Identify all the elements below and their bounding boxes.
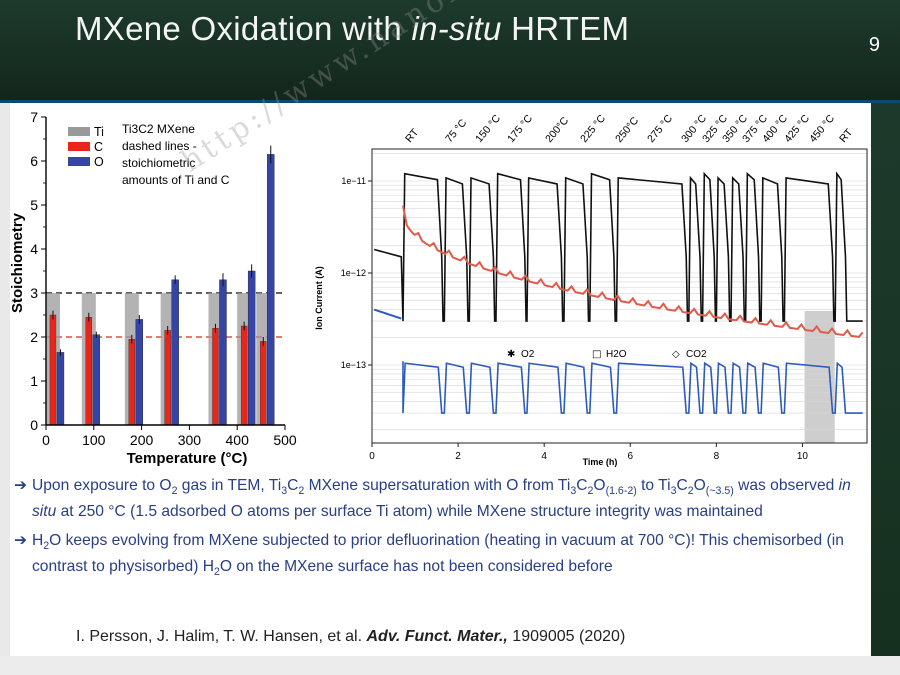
bar-o xyxy=(171,279,179,426)
legend-label: O xyxy=(94,155,104,169)
y-tick-label: 4 xyxy=(30,241,38,257)
legend-symbol: ✱ xyxy=(507,349,515,360)
chart-annotation: amounts of Ti and C xyxy=(122,173,230,187)
citation: I. Persson, J. Halim, T. W. Hansen, et a… xyxy=(76,628,626,645)
x-tick-label: 8 xyxy=(714,451,720,462)
chart-annotation: dashed lines - xyxy=(122,139,197,153)
bar-c xyxy=(85,316,93,426)
y-tick-label: 1e−12 xyxy=(341,268,366,278)
x-tick-label: 10 xyxy=(797,451,809,462)
y-tick-label: 1e−11 xyxy=(341,176,366,186)
legend-label: H2O xyxy=(606,349,627,360)
bullet-oxidation: ➔ Upon exposure to O2 gas in TEM, Ti3C2 … xyxy=(14,477,851,520)
plot-frame xyxy=(371,148,868,444)
y-axis-label: Stoichiometry xyxy=(10,212,26,313)
bar-o xyxy=(92,334,101,426)
legend-swatch xyxy=(68,157,90,166)
x-tick-label: 500 xyxy=(273,432,297,448)
bullet-water: ➔ H2O keeps evolving from MXene subjecte… xyxy=(14,532,844,578)
x-tick-label: 200 xyxy=(130,432,154,448)
y-tick-label: 5 xyxy=(30,197,38,213)
legend-symbol: □ xyxy=(592,349,601,360)
legend-label: CO2 xyxy=(686,349,707,360)
y-axis-label: Ion Current (A) xyxy=(314,266,324,330)
x-tick-label: 2 xyxy=(455,451,461,462)
bar-c xyxy=(49,314,57,426)
legend-swatch xyxy=(68,127,90,136)
bar-c xyxy=(128,338,136,426)
bar-c xyxy=(212,327,219,426)
y-tick-label: 0 xyxy=(30,417,38,433)
bar-o xyxy=(56,352,65,426)
arrow-bullet-icon: ➔ xyxy=(14,477,28,494)
y-tick-label: 1e−13 xyxy=(341,360,366,370)
x-tick-label: 400 xyxy=(226,432,250,448)
chart-annotation: Ti3C2 MXene xyxy=(122,122,195,136)
bar-c xyxy=(164,330,171,426)
slide-title: MXene Oxidation with in-situ HRTEM xyxy=(75,10,630,47)
series-co2-start xyxy=(373,308,402,320)
legend-symbol: ◇ xyxy=(672,349,680,360)
legend-label: O2 xyxy=(521,349,535,360)
bar-c xyxy=(240,325,248,426)
x-tick-label: 100 xyxy=(82,432,106,448)
x-tick-label: 300 xyxy=(178,432,202,448)
y-tick-label: 1 xyxy=(30,373,38,389)
x-axis-label: Temperature (°C) xyxy=(127,450,248,467)
bar-o xyxy=(219,279,227,426)
x-tick-label: 0 xyxy=(42,432,50,448)
y-tick-label: 6 xyxy=(30,153,38,169)
series-h2o-line xyxy=(402,205,864,338)
series-co2-line xyxy=(402,361,863,414)
bar-o xyxy=(267,154,275,426)
legend-swatch xyxy=(68,142,90,151)
bar-o xyxy=(247,270,256,426)
chart-annotation: stoichiometric xyxy=(122,156,195,170)
arrow-bullet-icon: ➔ xyxy=(14,532,28,550)
bar-o xyxy=(135,319,144,426)
x-tick-label: 4 xyxy=(541,451,547,462)
legend-label: C xyxy=(94,140,103,154)
slide-number: 9 xyxy=(868,34,880,56)
series-o2-line xyxy=(373,171,863,322)
bar-c xyxy=(260,341,267,426)
title-bar: MXene Oxidation with in-situ HRTEM 9 xyxy=(0,0,900,103)
y-tick-label: 7 xyxy=(30,109,38,125)
legend-label: Ti xyxy=(94,125,104,139)
y-tick-label: 2 xyxy=(30,329,38,345)
y-tick-label: 3 xyxy=(30,285,38,301)
x-axis-label: Time (h) xyxy=(583,457,618,467)
bottom-margin xyxy=(0,656,900,675)
x-tick-label: 6 xyxy=(627,451,633,462)
bullet-list: ➔ Upon exposure to O2 gas in TEM, Ti3C2 … xyxy=(14,476,864,592)
right-sidebar xyxy=(871,103,900,675)
x-tick-label: 0 xyxy=(369,451,375,462)
left-margin xyxy=(0,103,10,675)
